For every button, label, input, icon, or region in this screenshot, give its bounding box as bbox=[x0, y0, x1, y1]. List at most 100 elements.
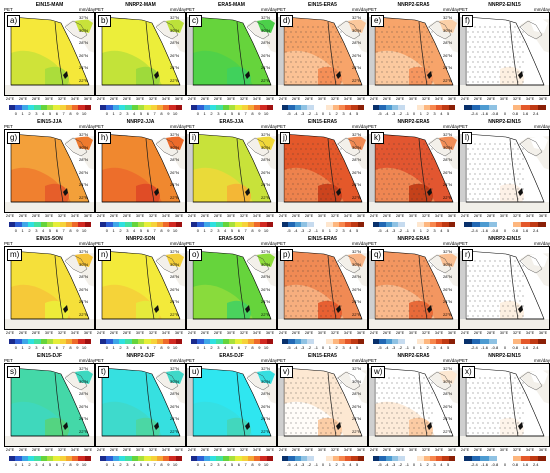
colorbar-ticks: 0 1 2 3 4 5 6 7 8 9 10 bbox=[100, 228, 182, 234]
sinai-region bbox=[166, 253, 184, 267]
colorbar-tick-label: 0 bbox=[412, 228, 416, 233]
colorbar-swatch bbox=[40, 105, 47, 110]
stipple-dot bbox=[421, 295, 423, 297]
southern-land bbox=[278, 436, 367, 446]
map-panel: NNRP2-JJA PET mm/day h) 32°N 30°N 28°N 26°N 24°N… bbox=[79, 119, 186, 237]
colorbar-swatch bbox=[472, 222, 481, 227]
stipple-dot bbox=[320, 422, 322, 424]
colorbar-tick-label: 7 bbox=[62, 345, 65, 350]
colorbar-tick-label: 8 bbox=[160, 228, 163, 233]
colorbar-tick-label: 2 bbox=[28, 228, 31, 233]
southern-land bbox=[369, 436, 458, 446]
colorbar-tick-label: 5 bbox=[230, 111, 234, 116]
colorbar-swatch bbox=[131, 339, 138, 344]
map-panel: EIN15-MAMPETmm/daya)32°N30°N28°N26°N24°N… bbox=[4, 2, 95, 120]
stipple-dot bbox=[290, 275, 292, 277]
stipple-dot bbox=[335, 158, 337, 160]
colorbar-swatch bbox=[480, 222, 489, 227]
panel-title: EIN15-MAM bbox=[35, 2, 64, 8]
x-axis-labels: 24°E 26°E 28°E 30°E 32°E 34°E 36°E bbox=[277, 331, 368, 337]
stipple-dot bbox=[467, 178, 469, 180]
stipple-dot bbox=[383, 66, 385, 68]
stipple-dot bbox=[467, 295, 469, 297]
field-region-core bbox=[409, 300, 433, 319]
stipple-dot bbox=[305, 275, 307, 277]
sinai-outline bbox=[64, 20, 88, 40]
colorbar-swatch bbox=[156, 105, 164, 110]
colorbar-tick-label: 4 bbox=[349, 462, 352, 467]
colorbar-swatch bbox=[118, 105, 126, 110]
colorbar-tick-label: 4 bbox=[42, 462, 45, 467]
colorbar bbox=[191, 456, 274, 461]
variable-label: PET bbox=[459, 7, 468, 12]
stipple-dot bbox=[340, 31, 342, 33]
x-tick-label: 24°E bbox=[187, 331, 197, 335]
southern-land bbox=[369, 202, 458, 212]
southern-land bbox=[5, 202, 94, 212]
stipple-dot bbox=[426, 168, 428, 170]
x-axis-labels: 24°E 26°E 28°E 30°E 32°E 34°E 36°E bbox=[368, 448, 459, 454]
stipple-dot bbox=[474, 163, 476, 165]
stipple-dot bbox=[426, 61, 428, 63]
colorbar bbox=[464, 105, 547, 110]
stipple-dot bbox=[467, 168, 469, 170]
stipple-dot bbox=[302, 163, 304, 165]
y-tick-label: 24°N bbox=[443, 416, 452, 421]
stipple-dot bbox=[381, 168, 383, 170]
stipple-dot bbox=[335, 31, 337, 33]
stipple-dot bbox=[325, 148, 327, 150]
stipple-dot bbox=[300, 148, 302, 150]
y-tick-label: 22°N bbox=[352, 77, 361, 83]
colorbar-swatch bbox=[169, 222, 176, 227]
stipple-dot bbox=[292, 397, 294, 399]
colorbar-swatch bbox=[266, 456, 274, 461]
stipple-dot bbox=[332, 153, 334, 155]
stipple-dot bbox=[469, 193, 471, 195]
x-tick-label: 36°E bbox=[83, 97, 93, 101]
y-tick-label: 30°N bbox=[261, 144, 270, 150]
stipple-dot bbox=[292, 387, 294, 389]
panel-title: EIN15-ERA5 bbox=[308, 236, 337, 242]
stipple-dot bbox=[469, 66, 471, 68]
x-tick-label: 34°E bbox=[161, 97, 171, 101]
stipple-dot bbox=[519, 66, 521, 68]
y-tick-label: 24°N bbox=[443, 182, 452, 187]
colorbar-tick-label: 3 bbox=[126, 111, 129, 116]
colorbar-swatch bbox=[34, 339, 41, 344]
stipple-dot bbox=[340, 305, 342, 307]
panel-label: p) bbox=[280, 249, 294, 261]
stipple-dot bbox=[290, 295, 292, 297]
stipple-dot bbox=[396, 412, 398, 414]
stipple-dot bbox=[472, 61, 474, 63]
colorbar-swatch bbox=[300, 339, 308, 344]
x-tick-label: 30°E bbox=[499, 97, 509, 101]
stipple-dot bbox=[507, 71, 509, 73]
mediterranean bbox=[96, 13, 185, 21]
stipple-dot bbox=[325, 51, 327, 53]
stipple-dot bbox=[317, 153, 319, 155]
stipple-dot bbox=[320, 148, 322, 150]
stipple-dot bbox=[335, 295, 337, 297]
y-tick-label: 24°N bbox=[170, 65, 179, 70]
stipple-dot bbox=[411, 61, 413, 63]
colorbar-swatch bbox=[112, 222, 119, 227]
stipple-dot bbox=[396, 51, 398, 53]
stipple-dot bbox=[300, 285, 302, 287]
y-tick-label: 28°N bbox=[443, 40, 452, 45]
x-tick-label: 30°E bbox=[408, 331, 418, 335]
stipple-dot bbox=[408, 397, 410, 399]
stipple-dot bbox=[408, 163, 410, 165]
stipple-dot bbox=[332, 193, 334, 195]
stipple-dot bbox=[484, 26, 486, 28]
colorbar-swatch bbox=[488, 456, 497, 461]
stipple-dot bbox=[517, 31, 519, 33]
colorbar-tick-label: -5 bbox=[287, 111, 291, 116]
stipple-dot bbox=[421, 148, 423, 150]
colorbar-swatch bbox=[247, 105, 255, 110]
masked-strip bbox=[369, 134, 374, 206]
stipple-dot bbox=[297, 397, 299, 399]
stipple-dot bbox=[474, 183, 476, 185]
stipple-dot bbox=[497, 412, 499, 414]
stipple-dot bbox=[312, 56, 314, 58]
stipple-dot bbox=[477, 41, 479, 43]
